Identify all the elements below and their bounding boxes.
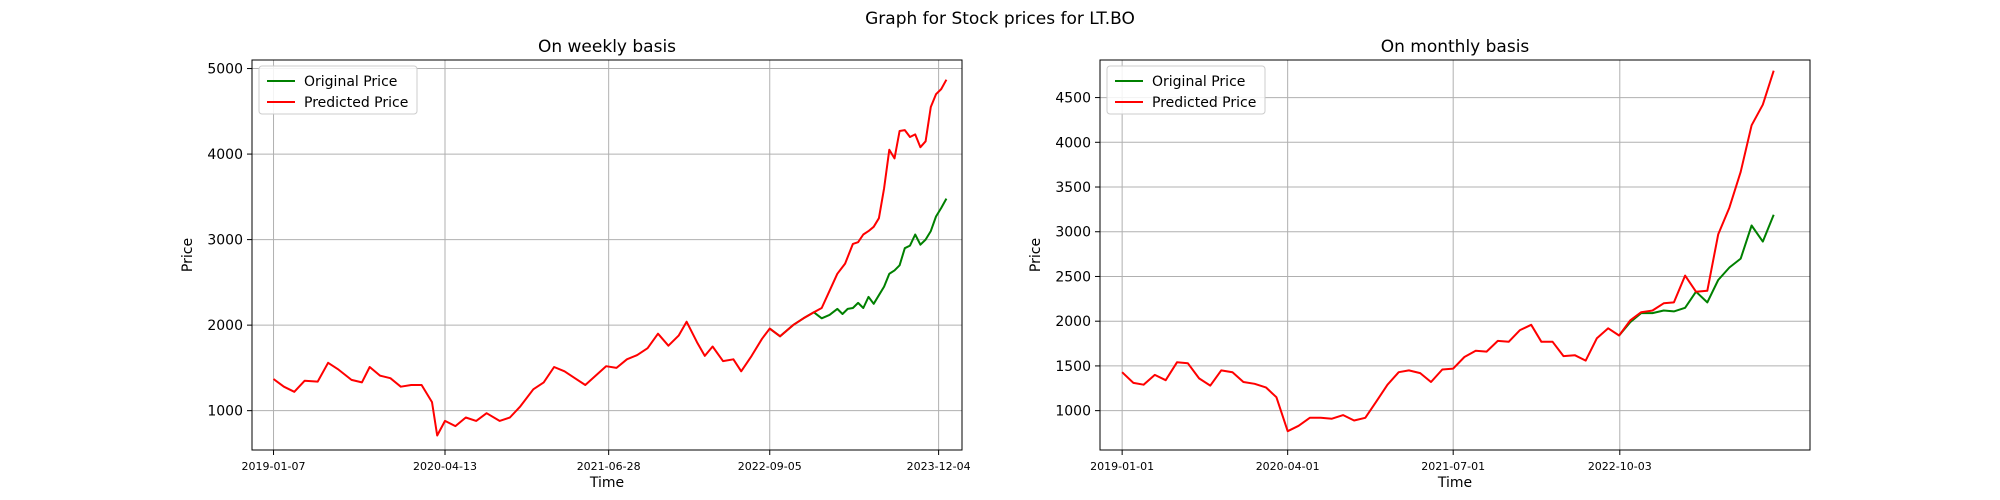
y-axis-label: Price: [1028, 238, 1044, 272]
x-axis-label: Time: [589, 475, 624, 491]
chart-title: On weekly basis: [538, 37, 676, 57]
x-tick-label: 2023-12-04: [907, 460, 971, 473]
figure-title: Graph for Stock prices for LT.BO: [865, 9, 1135, 29]
y-tick-label: 3000: [1055, 225, 1091, 241]
y-tick-label: 4000: [1055, 135, 1091, 151]
y-tick-label: 1500: [1055, 359, 1091, 375]
y-tick-label: 4500: [1055, 91, 1091, 107]
chart-monthly: On monthly basis 2019-01-01 2020-04-01 2021…: [1028, 37, 1811, 491]
legend-box: [258, 65, 418, 115]
y-tick-label: 5000: [207, 62, 243, 78]
series-line-predicted-price: [272, 79, 948, 437]
x-tick-label: 2020-04-01: [1256, 460, 1320, 473]
legend-entry: Original Price: [1152, 74, 1245, 90]
y-tick-label: 1000: [207, 404, 243, 420]
y-tick-label: 2000: [1055, 314, 1091, 330]
plot-frame: [251, 59, 963, 451]
chart-title: On monthly basis: [1381, 37, 1530, 57]
legend-entry: Predicted Price: [304, 95, 408, 111]
y-tick-label: 4000: [207, 147, 243, 163]
y-tick-label: 2000: [207, 318, 243, 334]
legend-box: [1106, 65, 1266, 115]
legend-entry: Predicted Price: [1152, 95, 1256, 111]
series-line-original-price: [769, 198, 948, 338]
y-tick-label: 3500: [1055, 180, 1091, 196]
x-tick-label: 2020-04-13: [413, 460, 477, 473]
y-tick-label: 1000: [1055, 404, 1091, 420]
y-tick-label: 2500: [1055, 269, 1091, 285]
y-tick-label: 3000: [207, 233, 243, 249]
x-axis-label: Time: [1437, 475, 1472, 491]
legend: Original Price Predicted Price: [1106, 65, 1266, 115]
y-axis-label: Price: [180, 238, 196, 272]
x-tick-label: 2019-01-07: [242, 460, 306, 473]
series-line-original-price: [1618, 214, 1775, 337]
chart-weekly: On weekly basis 2019-01-07 2020-04-13 2021-…: [180, 37, 971, 491]
x-tick-label: 2022-09-05: [738, 460, 802, 473]
x-tick-label: 2021-06-28: [577, 460, 641, 473]
series-line-predicted-price: [1121, 70, 1775, 433]
legend: Original Price Predicted Price: [258, 65, 418, 115]
plot-frame: [1099, 59, 1811, 451]
x-tick-label: 2022-10-03: [1588, 460, 1652, 473]
legend-entry: Original Price: [304, 74, 397, 90]
x-tick-label: 2021-07-01: [1421, 460, 1485, 473]
x-tick-label: 2019-01-01: [1090, 460, 1154, 473]
